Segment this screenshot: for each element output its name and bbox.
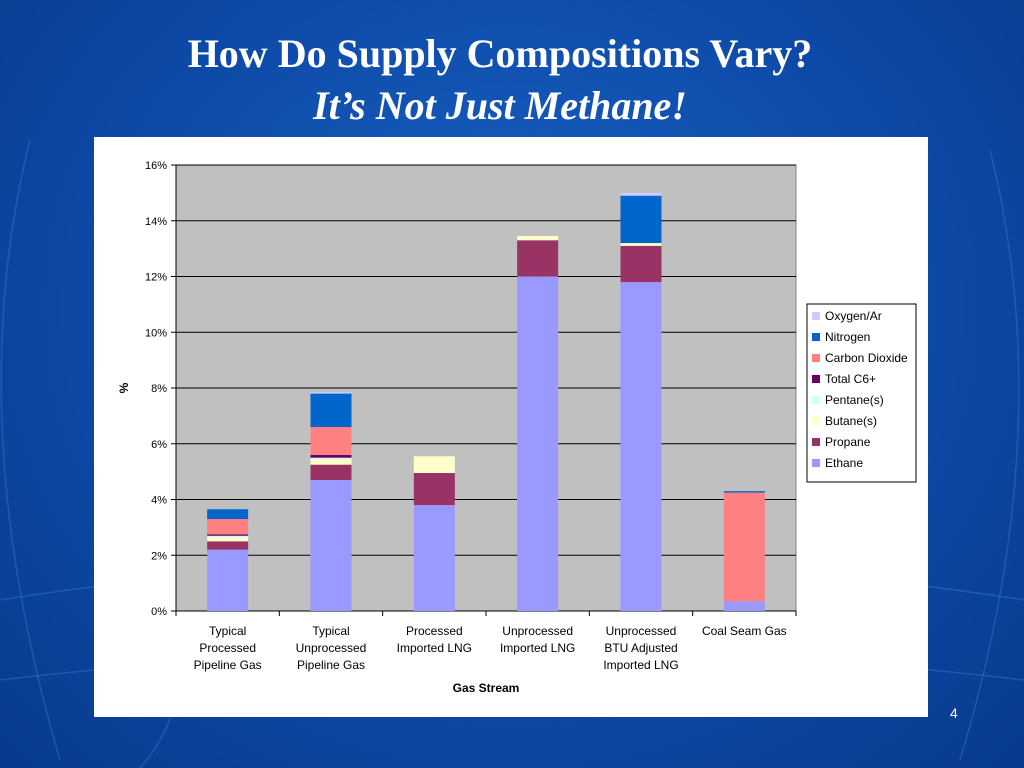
x-tick-label: Imported LNG (500, 641, 575, 655)
x-tick-label: Typical (209, 624, 246, 638)
slide-subtitle: It’s Not Just Methane! (313, 83, 687, 128)
bar-segment (310, 392, 352, 394)
bar-segment (207, 509, 249, 520)
x-tick-label: Processed (199, 641, 256, 655)
x-tick-label: Coal Seam Gas (702, 624, 787, 638)
x-tick-label: Pipeline Gas (297, 658, 365, 672)
legend-entry: Pentane(s) (825, 393, 884, 407)
legend-entry: Butane(s) (825, 414, 877, 428)
bar-segment (413, 505, 455, 611)
bar-segment (310, 427, 352, 455)
legend-swatch (812, 459, 820, 467)
bar-segment (310, 459, 352, 465)
bar-segment (207, 541, 249, 550)
x-tick-label: Unprocessed (296, 641, 367, 655)
bar-segment (413, 473, 455, 506)
bar-segment (620, 192, 662, 196)
legend-swatch (812, 312, 820, 320)
bar-segment (207, 519, 249, 535)
y-tick-label: 16% (145, 160, 167, 172)
x-tick-label: Unprocessed (502, 624, 573, 638)
y-tick-label: 12% (145, 272, 167, 284)
legend-entry: Ethane (825, 456, 863, 470)
y-tick-label: 6% (151, 439, 167, 451)
x-axis-label: Gas Stream (453, 681, 520, 695)
bar-segment (310, 457, 352, 460)
y-tick-label: 2% (151, 550, 167, 562)
legend-entry: Propane (825, 435, 871, 449)
y-axis-label: % (117, 382, 131, 393)
y-tick-label: 14% (145, 216, 167, 228)
bar-segment (310, 393, 352, 428)
legend-swatch (812, 417, 820, 425)
legend-swatch (812, 333, 820, 341)
x-tick-label: Processed (406, 624, 463, 638)
y-tick-label: 4% (151, 495, 167, 507)
bar-segment (207, 549, 249, 611)
x-tick-label: Imported LNG (397, 641, 472, 655)
page-number: 4 (950, 705, 958, 721)
bar-segment (620, 245, 662, 283)
bar-segment (310, 479, 352, 611)
y-tick-label: 8% (151, 383, 167, 395)
slide-title: How Do Supply Compositions Vary? (187, 31, 813, 76)
bar-segment (310, 464, 352, 480)
bar-segment (517, 240, 559, 277)
chart-panel: 0% 2% 4% 6% 8% 10% 12% 14% 16% Typical Processed Pi… (94, 137, 928, 717)
legend-entry: Oxygen/Ar (825, 309, 882, 323)
bar-segment (207, 537, 249, 542)
bar-segment (723, 601, 765, 611)
bar-segment (207, 534, 249, 536)
legend-swatch (812, 375, 820, 383)
x-tick-label: Typical (312, 624, 349, 638)
y-tick-label: 0% (151, 606, 167, 618)
legend-swatch (812, 396, 820, 404)
bar-segment (620, 243, 662, 246)
y-tick-label: 10% (145, 327, 167, 339)
bar-segment (723, 491, 765, 493)
legend-box (806, 303, 917, 483)
legend-swatch (812, 438, 820, 446)
bar-segment (620, 195, 662, 244)
legend-entry: Nitrogen (825, 330, 870, 344)
stacked-bar-chart: 0% 2% 4% 6% 8% 10% 12% 14% 16% Typical Processed Pi… (117, 160, 917, 695)
bar-segment (517, 236, 559, 241)
bar-segment (310, 454, 352, 458)
x-tick-label: Unprocessed (606, 624, 677, 638)
bar-segment (207, 535, 249, 538)
x-tick-label: BTU Adjusted (604, 641, 677, 655)
bar-segment (517, 276, 559, 611)
legend-entry: Carbon Dioxide (825, 351, 908, 365)
bar-segment (413, 456, 455, 474)
bar-segment (723, 492, 765, 602)
x-tick-label: Imported LNG (603, 658, 678, 672)
x-tick-label: Pipeline Gas (194, 658, 262, 672)
legend-swatch (812, 354, 820, 362)
bar-segment (620, 282, 662, 611)
legend-entry: Total C6+ (825, 372, 876, 386)
